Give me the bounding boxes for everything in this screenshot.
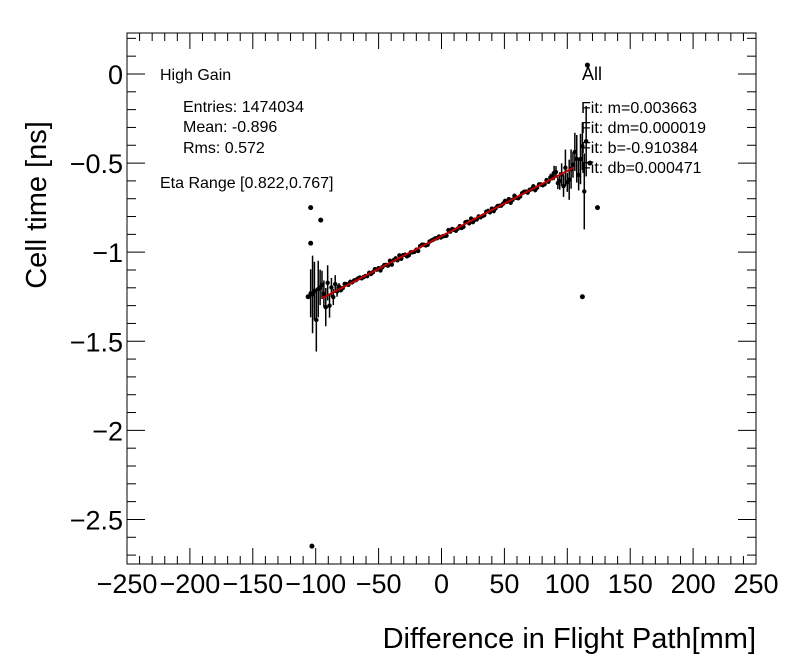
data-point: [310, 255, 315, 334]
data-point: [576, 159, 581, 191]
outlier-point: [305, 294, 311, 300]
fit-db-label: Fit: db=0.000471: [581, 160, 702, 177]
outlier-point: [318, 217, 324, 223]
fit-line: [321, 166, 575, 300]
data-point: [580, 122, 585, 170]
x-tick-labels: −250 −200 −150 −100 −50 0 50 100 150 200 250: [97, 569, 779, 599]
data-point: [321, 280, 327, 308]
x-tick-label: 250: [733, 569, 778, 599]
outlier-point: [579, 294, 585, 300]
data-point: [572, 132, 578, 172]
x-tick-label: −100: [285, 569, 346, 599]
rms-label: Rms: 0.572: [183, 140, 265, 157]
data-point: [563, 149, 568, 186]
y-tick-label: −1.5: [70, 327, 123, 357]
outlier-point: [584, 62, 590, 68]
data-point: [561, 175, 566, 197]
y-tick-label: −1: [92, 238, 123, 268]
gain-label: High Gain: [160, 67, 231, 84]
data-point: [583, 105, 589, 177]
outlier-point: [308, 205, 314, 211]
data-point: [566, 159, 572, 200]
data-point: [314, 288, 319, 352]
axis-ticks: [126, 33, 757, 564]
all-label: All: [582, 64, 602, 84]
mean-label: Mean: -0.896: [183, 119, 277, 136]
x-tick-label: 150: [608, 569, 653, 599]
y-tick-label: −2.5: [70, 505, 123, 535]
data-points: [305, 62, 600, 549]
outlier-point: [308, 240, 314, 246]
y-tick-label: 0: [108, 60, 123, 90]
fit-b-label: Fit: b=-0.910384: [581, 140, 698, 157]
entries-label: Entries: 1474034: [183, 99, 304, 116]
x-tick-label: −250: [97, 569, 158, 599]
fit-dm-label: Fit: dm=0.000019: [581, 120, 706, 137]
fit-m-label: Fit: m=0.003663: [581, 100, 697, 117]
x-tick-label: 200: [671, 569, 716, 599]
data-point: [312, 261, 317, 321]
y-tick-label: −0.5: [70, 149, 123, 179]
x-tick-label: 100: [545, 569, 590, 599]
data-point: [332, 275, 338, 293]
data-point: [323, 288, 328, 327]
data-point: [570, 151, 576, 178]
y-tick-labels: 0 −0.5 −1 −1.5 −2 −2.5: [70, 60, 123, 535]
x-tick-label: 0: [434, 569, 449, 599]
eta-range-label: Eta Range [0.822,0.767]: [160, 175, 333, 192]
outlier-point: [309, 543, 315, 549]
data-point: [582, 153, 587, 230]
y-tick-label: −2: [92, 416, 123, 446]
data-point: [327, 293, 332, 318]
data-point: [578, 133, 583, 185]
x-tick-label: −150: [222, 569, 283, 599]
outlier-point: [594, 205, 600, 211]
outlier-point: [587, 160, 593, 166]
x-tick-label: −50: [356, 569, 402, 599]
y-axis-title: Cell time [ns]: [21, 121, 53, 289]
x-axis-title: Difference in Flight Path[mm]: [383, 623, 756, 655]
x-tick-label: 50: [489, 569, 519, 599]
x-tick-label: −200: [159, 569, 220, 599]
